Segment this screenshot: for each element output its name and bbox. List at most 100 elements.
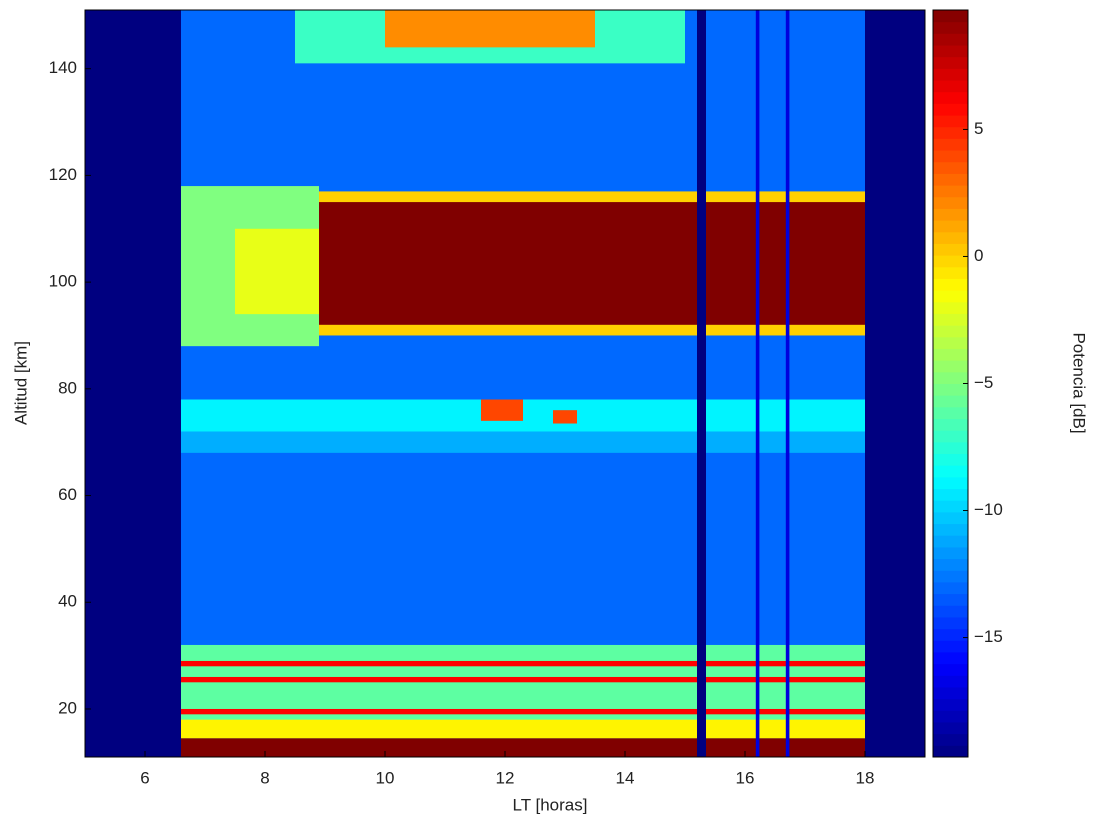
colorbar-swatch — [933, 383, 968, 396]
colorbar-swatch — [933, 126, 968, 139]
colorbar-swatch — [933, 91, 968, 104]
colorbar-tick-label: −5 — [974, 373, 993, 392]
colorbar-swatch — [933, 395, 968, 408]
colorbar-swatch — [933, 196, 968, 209]
colorbar-swatch — [933, 453, 968, 466]
heatmap-cell — [481, 399, 523, 421]
colorbar-swatch — [933, 441, 968, 455]
heatmap-cell — [181, 676, 865, 683]
colorbar-swatch — [933, 161, 968, 174]
colorbar-swatch — [933, 371, 968, 384]
heatmap-cell — [181, 431, 865, 453]
y-tick-label: 60 — [58, 485, 77, 504]
x-tick-label: 10 — [376, 768, 395, 787]
colorbar-swatch — [933, 406, 968, 420]
heatmap-cell — [553, 410, 577, 424]
colorbar-swatch — [933, 21, 968, 34]
x-tick-label: 18 — [856, 768, 875, 787]
heatmap-cell — [785, 10, 790, 757]
colorbar-tick-label: −15 — [974, 627, 1003, 646]
x-tick-label: 12 — [496, 768, 515, 787]
x-axis-label: LT [horas] — [513, 795, 588, 814]
colorbar-swatch — [933, 185, 968, 198]
colorbar-swatch — [933, 710, 968, 723]
colorbar-swatch — [933, 651, 968, 665]
colorbar-swatch — [933, 535, 968, 548]
colorbar-swatch — [933, 115, 968, 128]
colorbar-swatch — [933, 745, 968, 758]
colorbar-swatch — [933, 546, 968, 560]
colorbar-swatch — [933, 733, 968, 746]
colorbar-swatch — [933, 605, 968, 618]
colorbar-swatch — [933, 581, 968, 595]
colorbar-swatch — [933, 418, 968, 431]
colorbar-tick-label: 0 — [974, 246, 983, 265]
heatmap-cell — [181, 708, 865, 715]
colorbar-swatch — [933, 686, 968, 700]
y-tick-label: 140 — [49, 58, 77, 77]
heatmap-cell — [181, 719, 865, 739]
heatmap-cell — [697, 10, 706, 757]
colorbar-swatch — [933, 68, 968, 81]
colorbar-swatch — [933, 33, 968, 46]
colorbar-swatch — [933, 278, 968, 291]
heatmap-cell — [181, 738, 865, 757]
colorbar-swatch — [933, 208, 968, 221]
x-tick-label: 14 — [616, 768, 635, 787]
x-tick-label: 16 — [736, 768, 755, 787]
colorbar-swatch — [933, 336, 968, 349]
heatmap-cell — [755, 10, 760, 757]
colorbar-swatch — [933, 10, 968, 23]
colorbar-swatch — [933, 56, 968, 69]
colorbar-swatch — [933, 45, 968, 58]
colorbar-tick-label: −10 — [974, 500, 1003, 519]
colorbar-swatch — [933, 593, 968, 606]
colorbar-swatch — [933, 220, 968, 233]
colorbar-swatch — [933, 721, 968, 735]
colorbar-swatch — [933, 675, 968, 688]
colorbar-swatch — [933, 430, 968, 443]
heatmap-cell — [181, 660, 865, 667]
colorbar-swatch — [933, 150, 968, 163]
y-tick-label: 100 — [49, 272, 77, 291]
colorbar-swatch — [933, 558, 968, 571]
colorbar-swatch — [933, 640, 968, 653]
colorbar-swatch — [933, 290, 968, 303]
colorbar-swatch — [933, 231, 968, 244]
colorbar-swatch — [933, 325, 968, 338]
heatmap-cell — [319, 202, 865, 325]
x-tick-label: 6 — [140, 768, 149, 787]
y-axis-label: Altitud [km] — [11, 341, 30, 425]
colorbar-swatch — [933, 500, 968, 513]
colorbar-swatch — [933, 138, 968, 151]
colorbar-swatch — [933, 465, 968, 478]
heatmap-cell — [235, 228, 319, 315]
colorbar-swatch — [933, 173, 968, 186]
y-tick-label: 80 — [58, 378, 77, 397]
y-tick-label: 120 — [49, 165, 77, 184]
y-tick-label: 20 — [58, 698, 77, 717]
colorbar-swatch — [933, 511, 968, 525]
colorbar-swatch — [933, 255, 968, 268]
colorbar-swatch — [933, 663, 968, 676]
colorbar-swatch — [933, 570, 968, 583]
colorbar-swatch — [933, 80, 968, 93]
colorbar-swatch — [933, 243, 968, 256]
colorbar-swatch — [933, 523, 968, 536]
colorbar-label: Potencia [dB] — [1070, 332, 1089, 433]
colorbar-swatch — [933, 698, 968, 711]
x-tick-label: 8 — [260, 768, 269, 787]
colorbar-swatch — [933, 628, 968, 641]
colorbar-swatch — [933, 360, 968, 373]
colorbar-swatch — [933, 488, 968, 501]
colorbar-swatch — [933, 348, 968, 361]
colorbar-swatch — [933, 476, 968, 490]
y-tick-label: 40 — [58, 592, 77, 611]
heatmap-cell — [385, 10, 595, 48]
colorbar-swatch — [933, 301, 968, 314]
colorbar-tick-label: 5 — [974, 119, 983, 138]
colorbar-swatch — [933, 313, 968, 326]
colorbar-swatch — [933, 266, 968, 279]
heatmap-cell — [181, 10, 865, 757]
